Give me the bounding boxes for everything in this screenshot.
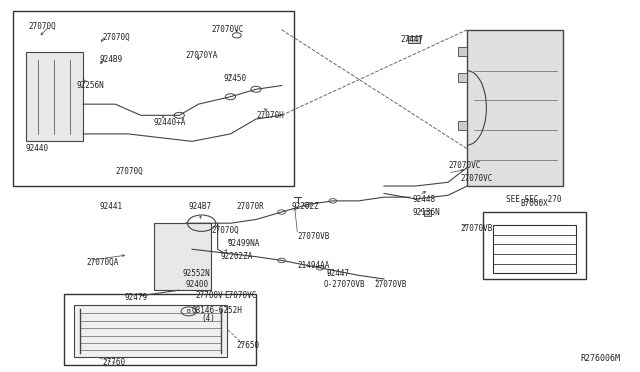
Text: B: B — [187, 309, 191, 314]
Bar — [493, 225, 576, 273]
Text: 92440+A: 92440+A — [154, 118, 186, 127]
Text: 92499NA: 92499NA — [227, 239, 260, 248]
Text: 27070VC: 27070VC — [448, 161, 481, 170]
Bar — [13, 11, 294, 186]
Text: 27700V: 27700V — [195, 291, 223, 300]
Text: 924B7: 924B7 — [189, 202, 212, 211]
Text: 92136N: 92136N — [413, 208, 440, 217]
Text: 27070QA: 27070QA — [86, 258, 119, 267]
Bar — [74, 305, 227, 357]
Text: 92202ZA: 92202ZA — [221, 252, 253, 261]
Text: 92448: 92448 — [413, 195, 436, 203]
Bar — [458, 73, 467, 82]
Bar — [458, 121, 467, 130]
Bar — [26, 52, 83, 141]
Text: O-27070VB: O-27070VB — [323, 280, 365, 289]
Bar — [154, 223, 211, 290]
Text: 27070VB: 27070VB — [374, 280, 407, 289]
Bar — [467, 30, 563, 186]
Text: (4): (4) — [202, 314, 216, 323]
Text: 27070VC: 27070VC — [211, 25, 244, 34]
Text: R276006M: R276006M — [581, 354, 621, 363]
Text: 27760: 27760 — [102, 358, 125, 367]
Bar — [483, 212, 586, 279]
Bar — [408, 36, 420, 43]
Text: E7070VC: E7070VC — [224, 291, 257, 300]
Text: 92447: 92447 — [326, 269, 349, 278]
Text: 92256N: 92256N — [77, 81, 104, 90]
Text: 27070Q: 27070Q — [102, 33, 130, 42]
Text: 27650: 27650 — [237, 341, 260, 350]
Text: 27070VB: 27070VB — [298, 232, 330, 241]
Text: SEE SEC. 270: SEE SEC. 270 — [506, 195, 561, 203]
Text: 27070VC: 27070VC — [461, 174, 493, 183]
Text: 924B9: 924B9 — [99, 55, 122, 64]
Text: 92400: 92400 — [186, 280, 209, 289]
Text: 08146-6252H: 08146-6252H — [192, 306, 243, 315]
Text: 92441: 92441 — [99, 202, 122, 211]
Text: 92202Z: 92202Z — [291, 202, 319, 211]
Text: 92552N: 92552N — [182, 269, 210, 278]
Text: 27070R: 27070R — [237, 202, 264, 211]
Text: 27447: 27447 — [400, 35, 423, 44]
Text: B7000X: B7000X — [520, 199, 548, 208]
Text: 27070Q: 27070Q — [211, 226, 239, 235]
Text: 27070Q: 27070Q — [29, 22, 56, 31]
Text: 92440: 92440 — [26, 144, 49, 153]
Text: 27070Q: 27070Q — [115, 167, 143, 176]
Text: 92479: 92479 — [125, 293, 148, 302]
Bar — [458, 46, 467, 56]
Bar — [424, 210, 431, 216]
Bar — [64, 294, 256, 365]
Text: 27070VB: 27070VB — [461, 224, 493, 233]
Text: 21494AA: 21494AA — [298, 262, 330, 270]
Text: 92450: 92450 — [224, 74, 247, 83]
Text: 27070H: 27070H — [256, 111, 284, 120]
Text: 27070YA: 27070YA — [186, 51, 218, 60]
